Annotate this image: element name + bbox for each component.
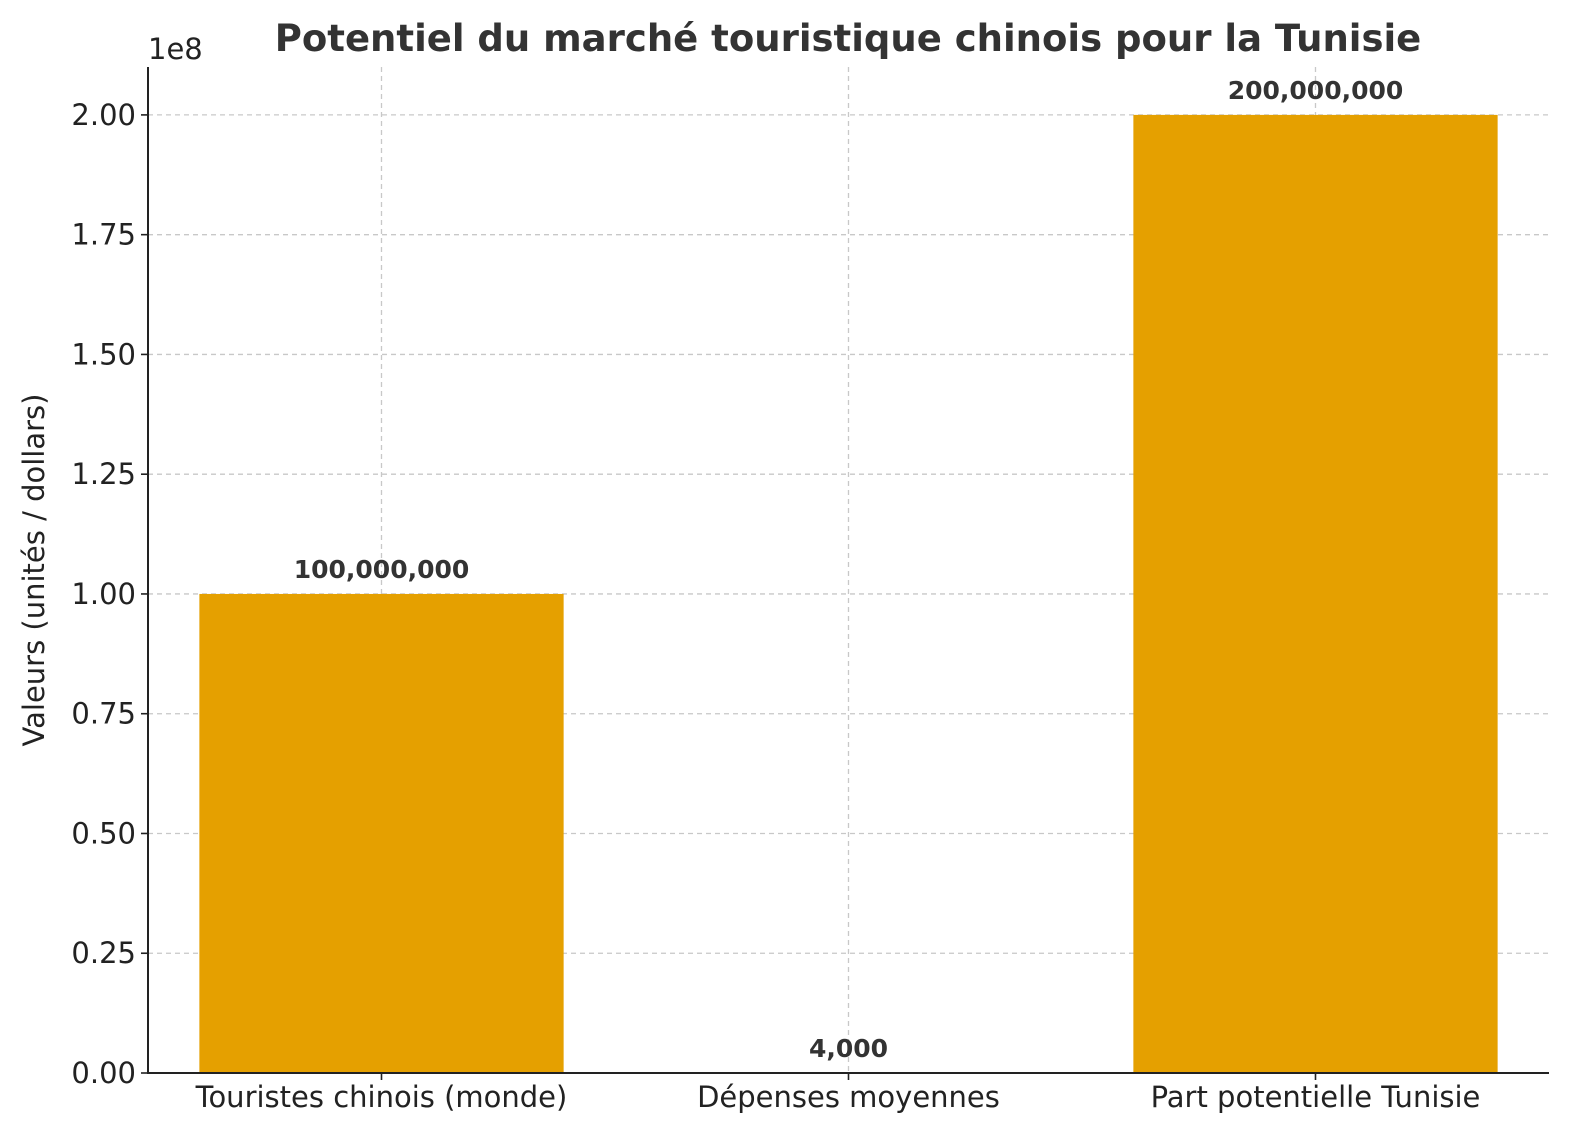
x-ticks: Touristes chinois (monde) Dépenses moyenn…	[195, 1073, 1481, 1114]
y-tick-label: 1.25	[71, 457, 136, 491]
y-tick-label: 0.50	[71, 816, 136, 850]
data-labels: 100,000,000 4,000 200,000,000	[294, 76, 1404, 1063]
bar	[1133, 114, 1498, 1073]
y-tick-label: 0.75	[71, 697, 136, 731]
y-ticks: 0.00 0.25 0.50 0.75 1.00 1.25 1.50 1.75 2.00	[71, 98, 148, 1090]
y-tick-label: 2.00	[71, 98, 136, 132]
x-tick-label: Dépenses moyennes	[697, 1080, 1000, 1114]
y-tick-label: 1.50	[71, 337, 136, 371]
y-axis-offset-label: 1e8	[148, 32, 203, 66]
x-tick-label: Part potentielle Tunisie	[1151, 1080, 1481, 1114]
data-label: 100,000,000	[294, 555, 470, 584]
data-label: 200,000,000	[1228, 76, 1404, 105]
bars	[199, 114, 1498, 1073]
y-tick-label: 0.00	[71, 1056, 136, 1090]
chart-title: Potentiel du marché touristique chinois …	[275, 17, 1422, 60]
y-tick-label: 0.25	[71, 936, 136, 970]
y-tick-label: 1.75	[71, 218, 136, 252]
y-axis-label: Valeurs (unités / dollars)	[17, 394, 51, 747]
y-tick-label: 1.00	[71, 577, 136, 611]
data-label: 4,000	[809, 1034, 888, 1063]
x-tick-label: Touristes chinois (monde)	[195, 1080, 568, 1114]
bar	[199, 593, 564, 1073]
